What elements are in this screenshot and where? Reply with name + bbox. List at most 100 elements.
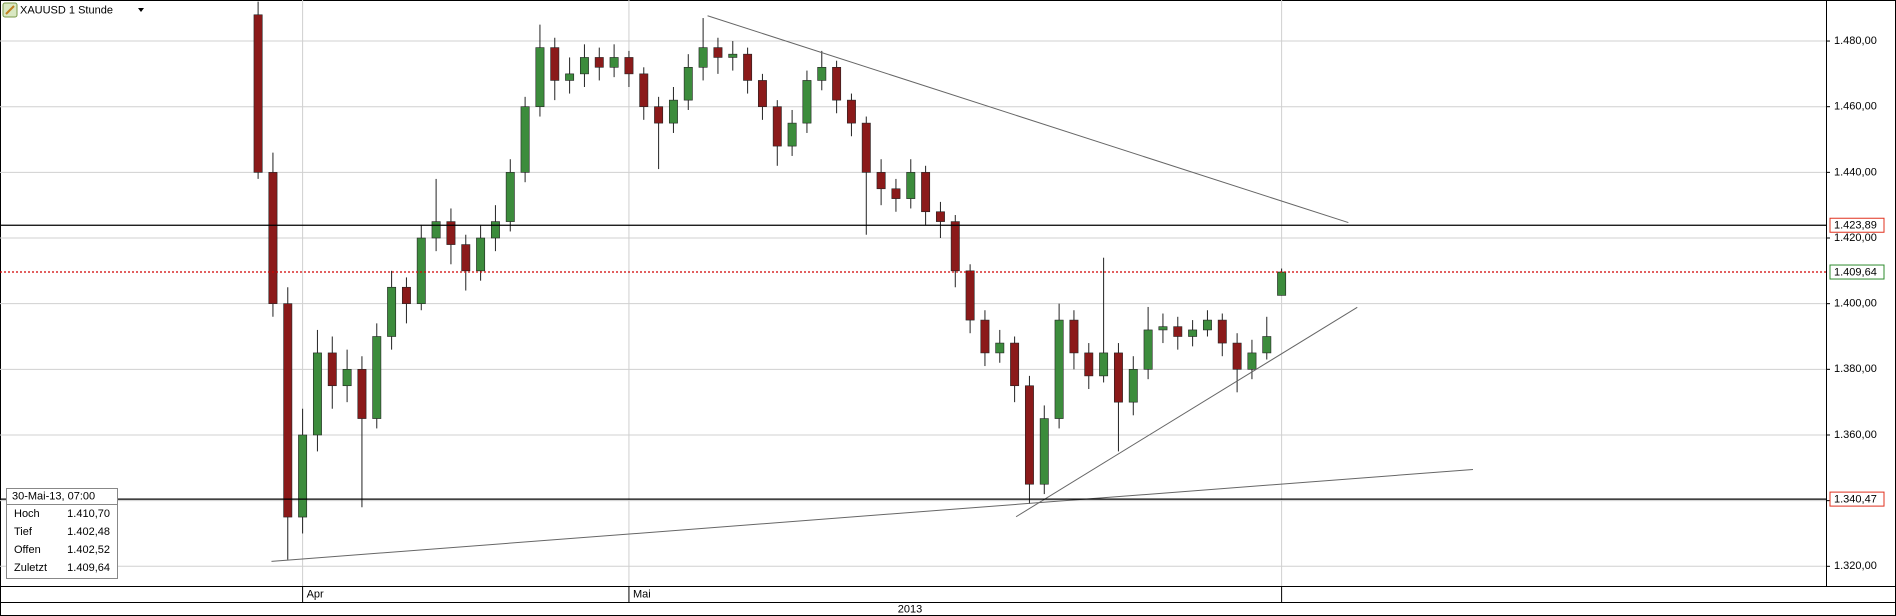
candle-body (1232, 342, 1242, 370)
candle-body (624, 57, 634, 75)
price-label-box (1829, 491, 1885, 507)
candle-body (416, 237, 426, 304)
candle-body (802, 80, 812, 124)
candle-body (1277, 271, 1287, 296)
candle-body (268, 172, 278, 304)
candle-body (283, 303, 293, 518)
y-tick-label: 1.480,00 (1834, 35, 1877, 47)
candle-body (579, 57, 589, 75)
candle-body (1262, 336, 1272, 354)
candle-body (817, 66, 827, 81)
candle-body (787, 122, 797, 147)
candle-body (327, 352, 337, 387)
candle-body (654, 106, 664, 124)
info-title: 30-Mai-13, 07:00 (12, 490, 95, 502)
info-value: 1.402,52 (67, 544, 110, 556)
candle-body (1202, 319, 1212, 331)
candle-body (1188, 329, 1198, 337)
y-tick-label: 1.440,00 (1834, 166, 1877, 178)
candle-body (980, 319, 990, 354)
candle-body (743, 53, 753, 81)
price-label: 1.423,89 (1834, 220, 1877, 232)
marks (253, 1, 1287, 560)
y-tick-label: 1.460,00 (1834, 101, 1877, 113)
candle-body (1128, 369, 1138, 403)
candle-body (1024, 385, 1034, 485)
candle-body (520, 106, 530, 173)
chart-title[interactable]: XAUUSD 1 Stunde (20, 4, 113, 16)
x-tick-label: Apr (307, 588, 324, 600)
candle-body (1069, 319, 1079, 354)
dropdown-arrow[interactable] (138, 8, 144, 12)
info-label: Tief (14, 526, 33, 538)
trendline (271, 468, 1474, 562)
candle-body (995, 342, 1005, 354)
candle-body (505, 172, 515, 222)
price-label: 1.340,47 (1834, 494, 1877, 506)
info-box-frame (6, 488, 118, 579)
y-tick-label: 1.320,00 (1834, 560, 1877, 572)
candle-body (950, 221, 960, 272)
candle-body (1039, 418, 1049, 485)
candle-body (1143, 329, 1153, 370)
y-tick-label: 1.360,00 (1834, 429, 1877, 441)
candle-body (535, 47, 545, 107)
candle-body (921, 172, 931, 213)
info-label: Zuletzt (14, 562, 47, 574)
y-tick-label: 1.420,00 (1834, 232, 1877, 244)
candle-body (1054, 319, 1064, 419)
overlay: 1.423,89 1.409,64 1.340,47 (0, 15, 1885, 562)
y-tick-label: 1.400,00 (1834, 298, 1877, 310)
candle-body (312, 352, 322, 436)
candle-body (609, 57, 619, 68)
candle-body (861, 122, 871, 173)
candle-body (446, 221, 456, 245)
candle-body (594, 57, 604, 68)
candle-body (876, 172, 886, 190)
info-label: Offen (14, 544, 41, 556)
candle-body (683, 66, 693, 101)
candle-body (1099, 352, 1109, 377)
price-label-box (1829, 217, 1885, 233)
candle-body (846, 99, 856, 124)
candle-body (1113, 352, 1123, 403)
candle-body (757, 80, 767, 107)
candle-body (935, 211, 945, 222)
info-value: 1.410,70 (67, 508, 110, 520)
info-label: Hoch (14, 508, 40, 520)
candle-body (461, 244, 471, 272)
candle-body (1158, 326, 1168, 331)
candle-body (550, 47, 560, 81)
candle-body (906, 172, 916, 199)
price-label: 1.409,64 (1834, 266, 1877, 278)
candle-body (1247, 352, 1257, 370)
info-box: 30-Mai-13, 07:00 Hoch 1.410,70 Tief 1.402,4… (6, 488, 118, 579)
candle-body (728, 53, 738, 58)
candle-body (565, 73, 575, 81)
candle-body (372, 336, 382, 419)
candle-body (431, 221, 441, 239)
title-box[interactable]: XAUUSD 1 Stunde (2, 2, 144, 18)
candle-body (698, 47, 708, 68)
candle-body (490, 221, 500, 239)
candle-body (387, 286, 397, 337)
candle-body (1084, 352, 1094, 377)
trendline (1015, 306, 1358, 518)
candle-body (476, 237, 486, 272)
y-tick-label: 1.380,00 (1834, 363, 1877, 375)
candle-body (668, 99, 678, 124)
candle-body (772, 106, 782, 147)
candle-body (965, 270, 975, 321)
candle-body (401, 286, 411, 304)
info-value: 1.409,64 (67, 562, 110, 574)
info-value: 1.402,48 (67, 526, 110, 538)
candle-body (357, 369, 367, 419)
candle-body (891, 188, 901, 199)
symbol-icon-stroke (5, 5, 15, 15)
year-label: 2013 (898, 603, 922, 615)
candle-body (1173, 326, 1183, 337)
price-label-box (1829, 264, 1885, 280)
candle-body (639, 73, 649, 107)
